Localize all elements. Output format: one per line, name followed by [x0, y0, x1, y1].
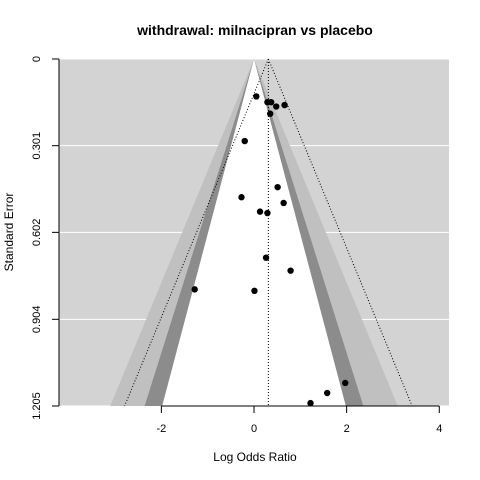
y-axis-label: Standard Error — [2, 193, 16, 272]
study-point-5 — [281, 101, 288, 109]
x-tick-label-0: -2 — [156, 423, 166, 435]
study-point-12 — [264, 209, 271, 217]
study-point-3 — [267, 98, 275, 106]
y-tick-label-3: 0.904 — [31, 306, 43, 334]
y-tick-label-4: 1.205 — [31, 392, 43, 420]
y-tick-label-1: 0.301 — [31, 132, 43, 160]
study-point-10 — [280, 199, 287, 207]
study-point-8 — [274, 183, 281, 191]
contour-regions — [110, 59, 398, 406]
x-tick-label-1: 0 — [251, 423, 257, 435]
study-point-17 — [342, 379, 349, 387]
x-tick-label-2: 2 — [344, 423, 350, 435]
study-point-16 — [251, 287, 258, 295]
study-point-18 — [323, 389, 331, 397]
study-point-15 — [191, 286, 198, 293]
y-tick-label-2: 0.602 — [31, 219, 43, 247]
study-point-13 — [262, 254, 270, 261]
study-point-9 — [238, 194, 245, 201]
study-point-19 — [307, 399, 314, 407]
study-point-11 — [256, 208, 264, 215]
y-tick-label-0: 0 — [31, 56, 43, 62]
chart-title: withdrawal: milnacipran vs placebo — [136, 22, 373, 38]
x-tick-label-3: 4 — [436, 423, 442, 435]
study-point-6 — [267, 110, 274, 117]
contour-90% — [162, 59, 346, 406]
study-point-7 — [241, 137, 248, 145]
study-point-4 — [273, 103, 280, 110]
study-point-1 — [253, 93, 260, 100]
x-axis-label: Log Odds Ratio — [213, 450, 297, 464]
study-point-14 — [287, 267, 294, 274]
